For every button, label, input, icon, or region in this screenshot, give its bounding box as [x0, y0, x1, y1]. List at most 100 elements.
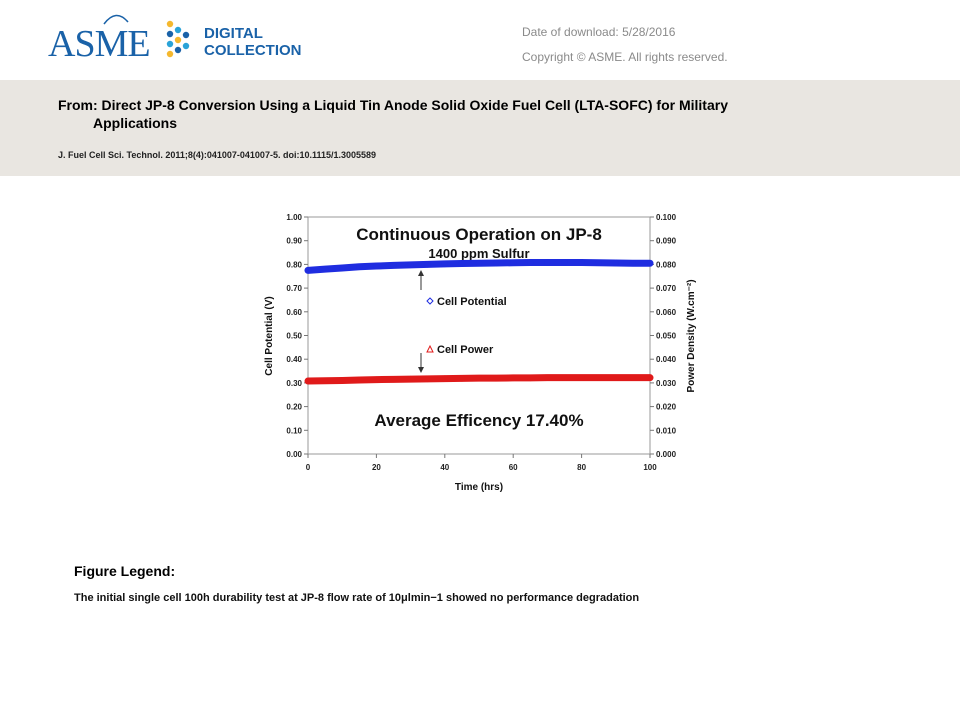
copyright-notice: Copyright © ASME. All rights reserved.	[522, 50, 728, 64]
data-point	[373, 262, 380, 270]
data-point	[441, 375, 448, 382]
y-axis-label-right: Power Density (W.cm⁻²)	[686, 279, 697, 392]
data-point	[595, 259, 602, 266]
chart-subtitle: 1400 ppm Sulfur	[428, 246, 529, 261]
data-point	[492, 374, 500, 382]
data-point	[390, 376, 397, 383]
data-point	[612, 259, 619, 267]
data-point	[527, 374, 534, 382]
logo-swoosh-icon	[103, 14, 129, 25]
journal-reference: J. Fuel Cell Sci. Technol. 2011;8(4):041…	[58, 150, 377, 160]
data-point	[492, 259, 500, 267]
data-point	[544, 374, 551, 381]
y-left-tick-label: 0.60	[286, 308, 302, 317]
y-axis-label-left: Cell Potential (V)	[264, 296, 275, 375]
data-point	[646, 260, 654, 267]
y-right-tick-label: 0.030	[656, 379, 677, 388]
data-point	[527, 259, 534, 266]
y-left-tick-label: 0.00	[286, 450, 302, 459]
data-point	[321, 377, 329, 384]
data-point	[544, 259, 551, 266]
data-point	[578, 259, 585, 266]
data-point	[407, 261, 414, 269]
data-point	[646, 374, 654, 381]
logo-asme-text: ASME	[48, 23, 150, 65]
plot-area	[307, 216, 651, 455]
series-cell-potential	[304, 259, 654, 274]
y-left-tick-label: 0.80	[286, 260, 302, 269]
page-header: ASME DIGITAL COLLECTION Date of download…	[0, 0, 960, 80]
download-meta: Date of download: 5/28/2016 Copyright © …	[522, 20, 728, 70]
chart-annotation: Average Efficency 17.40%	[374, 411, 583, 430]
logo-collection-text: COLLECTION	[204, 42, 302, 59]
data-point	[561, 259, 568, 266]
y-right-tick-label: 0.020	[656, 403, 677, 412]
legend-arrowhead-cell-power	[418, 367, 424, 373]
data-point	[475, 260, 483, 267]
data-point	[629, 260, 637, 267]
legend-marker-cell-power	[426, 344, 434, 353]
x-axis-label: Time (hrs)	[455, 482, 503, 493]
figure-legend-heading: Figure Legend:	[74, 563, 176, 579]
y-right-tick-label: 0.040	[656, 355, 677, 364]
x-tick-label: 60	[509, 463, 518, 472]
data-point	[475, 374, 483, 382]
data-point	[578, 374, 585, 381]
data-point	[441, 260, 448, 268]
y-left-tick-label: 0.10	[286, 426, 302, 435]
data-point	[458, 375, 466, 382]
chart-title: Continuous Operation on JP-8	[356, 225, 602, 244]
x-tick-label: 40	[440, 463, 449, 472]
legend-label-cell-power: Cell Power	[437, 344, 494, 356]
legend-arrowhead-cell-potential	[418, 270, 424, 276]
y-left-tick-label: 0.30	[286, 379, 302, 388]
download-date: Date of download: 5/28/2016	[522, 25, 676, 39]
data-point	[424, 261, 431, 268]
y-left-tick-label: 0.50	[286, 332, 302, 341]
y-right-tick-label: 0.000	[656, 450, 677, 459]
y-right-tick-label: 0.010	[656, 426, 677, 435]
data-point	[321, 265, 329, 273]
article-title: From: Direct JP-8 Conversion Using a Liq…	[58, 96, 858, 132]
x-tick-label: 0	[306, 463, 311, 472]
article-title-line-2: Applications	[93, 115, 178, 131]
citation-band	[0, 80, 960, 176]
data-point	[424, 375, 431, 383]
data-point	[356, 263, 363, 270]
data-point	[373, 376, 380, 383]
data-point	[304, 267, 312, 274]
y-left-tick-label: 0.20	[286, 403, 302, 412]
series-cell-power	[304, 374, 654, 385]
x-tick-label: 100	[643, 463, 657, 472]
y-left-tick-label: 0.70	[286, 284, 302, 293]
data-point	[458, 260, 466, 267]
logo-dots-icon	[166, 20, 190, 58]
asme-digital-collection-logo: ASME DIGITAL COLLECTION	[48, 14, 302, 65]
data-point	[304, 377, 312, 385]
durability-chart: Continuous Operation on JP-8 1400 ppm Su…	[264, 213, 697, 493]
data-point	[510, 374, 517, 382]
logo-digital-text: DIGITAL	[204, 25, 263, 42]
legend-label-cell-potential: Cell Potential	[437, 296, 507, 308]
data-point	[339, 377, 346, 384]
y-left-tick-label: 0.90	[286, 237, 302, 246]
data-point	[629, 374, 637, 381]
x-tick-label: 20	[372, 463, 381, 472]
y-right-tick-label: 0.060	[656, 308, 677, 317]
y-right-tick-label: 0.080	[656, 260, 677, 269]
data-point	[339, 264, 346, 272]
data-point	[390, 262, 397, 269]
x-tick-label: 80	[577, 463, 586, 472]
data-point	[407, 375, 414, 383]
figure-legend-text: The initial single cell 100h durability …	[74, 592, 640, 604]
data-point	[510, 259, 517, 266]
data-point	[595, 374, 602, 381]
data-point	[561, 374, 568, 381]
y-right-tick-label: 0.100	[656, 213, 677, 222]
legend-marker-cell-potential	[426, 297, 434, 305]
data-point	[612, 374, 619, 381]
y-right-tick-label: 0.050	[656, 332, 677, 341]
chart-container: Continuous Operation on JP-8 1400 ppm Su…	[258, 200, 702, 500]
y-left-tick-label: 1.00	[286, 213, 302, 222]
data-point	[356, 376, 363, 384]
